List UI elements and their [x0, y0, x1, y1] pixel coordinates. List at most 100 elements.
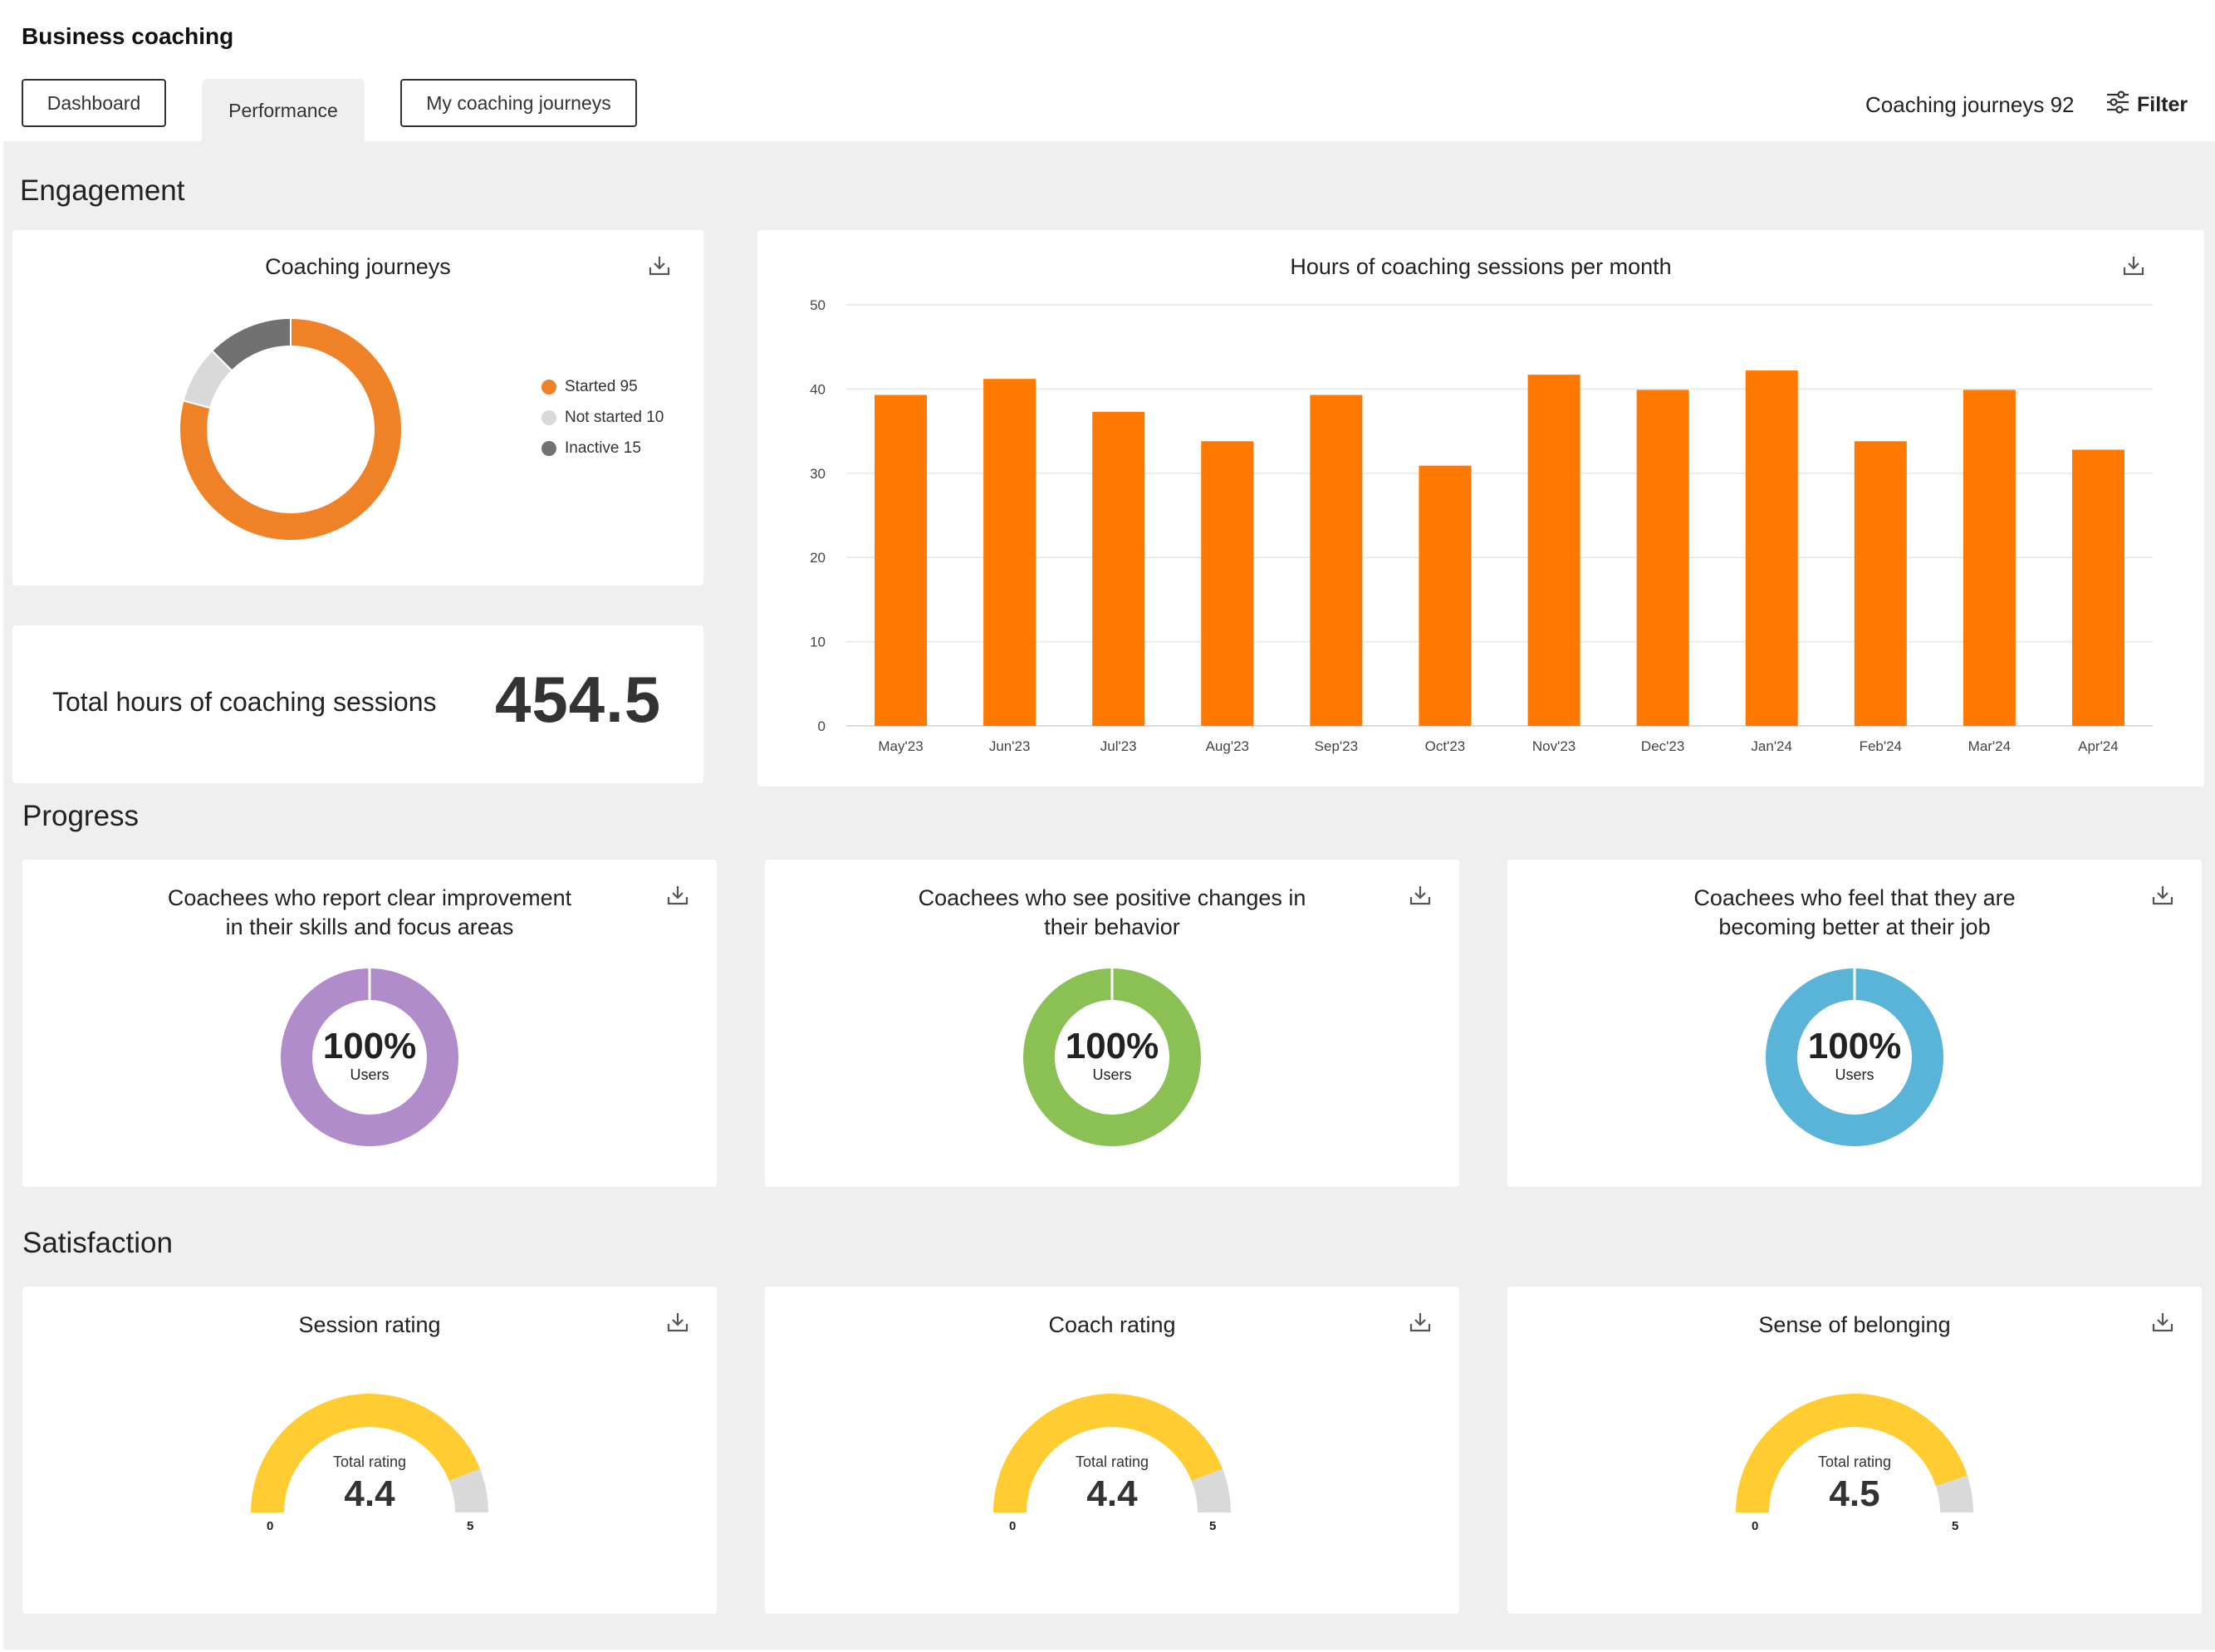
legend-dot: [541, 379, 556, 395]
rating-gauge: [1736, 1394, 1973, 1512]
gauge-label: Total rating: [332, 1453, 407, 1470]
card-title-line1: Coachees who feel that they are: [1693, 885, 2016, 910]
download-icon[interactable]: [2150, 1310, 2175, 1335]
x-tick-label: Aug'23: [1206, 738, 1249, 754]
filter-button[interactable]: Filter: [2105, 91, 2188, 120]
download-icon[interactable]: [2150, 883, 2175, 908]
coaching-journeys-donut: [179, 316, 403, 542]
bar[interactable]: [1310, 395, 1363, 726]
x-tick-label: May'23: [878, 738, 923, 754]
card-title-line1: Coachees who report clear improvement: [167, 885, 572, 910]
legend-label: Inactive 15: [565, 439, 641, 457]
progress-donut-center: 100% Users: [287, 1027, 453, 1084]
gauge-track: [1935, 1475, 1973, 1512]
download-icon[interactable]: [665, 1310, 690, 1335]
gauge-min: 0: [267, 1519, 274, 1533]
gauge-max: 5: [467, 1519, 474, 1533]
gauge-track: [448, 1468, 488, 1512]
gauge-fill: [251, 1394, 480, 1512]
legend-item-inactive: Inactive 15: [541, 433, 664, 463]
bar[interactable]: [1745, 370, 1798, 726]
y-tick-label: 20: [810, 550, 826, 566]
progress-sub-label: Users: [1092, 1066, 1132, 1083]
progress-card-skills: Coachees who report clear improvement in…: [22, 860, 717, 1187]
donut-slice: [210, 316, 292, 372]
card-title-line2: in their skills and focus areas: [225, 914, 514, 939]
progress-donut-center: 100% Users: [1029, 1027, 1195, 1084]
gauge-value: 4.4: [344, 1473, 395, 1514]
progress-percent: 100%: [322, 1026, 417, 1066]
bar[interactable]: [1419, 465, 1472, 726]
tab-my-coaching-journeys[interactable]: My coaching journeys: [400, 79, 637, 127]
progress-sub-label: Users: [1835, 1066, 1874, 1083]
x-tick-label: Apr'24: [2078, 738, 2119, 754]
section-title-satisfaction: Satisfaction: [22, 1227, 173, 1259]
progress-sub-label: Users: [350, 1066, 390, 1083]
donut-slice: [179, 316, 403, 542]
tab-performance[interactable]: Performance: [202, 79, 365, 142]
bar[interactable]: [1963, 390, 2016, 726]
coaching-journeys-card: Coaching journeys: [12, 230, 703, 586]
coach-rating-card: Coach rating Total rating 4.4 0 5: [765, 1287, 1459, 1614]
download-icon[interactable]: [647, 253, 672, 278]
gauge-label: Total rating: [1817, 1453, 1892, 1470]
gauge-fill: [1736, 1394, 1968, 1512]
y-tick-label: 0: [818, 718, 826, 734]
bar[interactable]: [1092, 411, 1145, 726]
gauge-max: 5: [1952, 1519, 1959, 1533]
total-hours-card: [12, 625, 703, 783]
y-tick-label: 50: [810, 297, 826, 313]
gauge-label: Total rating: [1075, 1453, 1149, 1470]
gauge-min: 0: [1752, 1519, 1759, 1533]
download-icon[interactable]: [1408, 883, 1433, 908]
x-tick-label: Jul'23: [1100, 738, 1137, 754]
x-tick-label: Oct'23: [1425, 738, 1466, 754]
progress-card-job: Coachees who feel that they are becoming…: [1507, 860, 2202, 1187]
gauge-track: [1191, 1468, 1231, 1512]
x-tick-label: Dec'23: [1641, 738, 1684, 754]
download-icon[interactable]: [2121, 253, 2146, 278]
total-hours-value: 454.5: [495, 663, 662, 736]
card-title-line2: becoming better at their job: [1718, 914, 1991, 939]
y-tick-label: 40: [810, 381, 826, 397]
bar[interactable]: [875, 395, 928, 726]
gauge-min: 0: [1009, 1519, 1017, 1533]
legend-label: Not started 10: [565, 408, 664, 426]
bar[interactable]: [1636, 390, 1689, 726]
x-tick-label: Nov'23: [1532, 738, 1575, 754]
progress-percent: 100%: [1065, 1026, 1159, 1066]
filter-icon: [2105, 91, 2130, 120]
progress-donut: [281, 968, 458, 1146]
bar[interactable]: [983, 379, 1036, 726]
y-tick-label: 10: [810, 635, 826, 650]
x-tick-label: Mar'24: [1968, 738, 2011, 754]
legend-item-started: Started 95: [541, 371, 664, 402]
y-tick-label: 30: [810, 466, 826, 482]
sense-of-belonging-card: Sense of belonging Total rating 4.5 0 5: [1507, 1287, 2202, 1614]
app-title: Business coaching: [22, 23, 234, 49]
gauge-max: 5: [1209, 1519, 1217, 1533]
gauge-value: 4.5: [1829, 1473, 1880, 1514]
chart-title: Hours of coaching sessions per month: [1290, 254, 1672, 279]
legend-dot: [541, 440, 556, 456]
download-icon[interactable]: [665, 883, 690, 908]
session-rating-card: Session rating Total rating 4.4 0 5: [22, 1287, 717, 1614]
coaching-journeys-count: Coaching journeys 92: [1865, 92, 2075, 117]
x-tick-label: Feb'24: [1860, 738, 1902, 754]
section-title-progress: Progress: [22, 800, 140, 832]
bar[interactable]: [1527, 375, 1580, 726]
tab-dashboard[interactable]: Dashboard: [22, 79, 166, 127]
x-tick-label: Jan'24: [1751, 738, 1792, 754]
progress-donut: [1766, 968, 1943, 1146]
card-title-line1: Coachees who see positive changes in: [918, 885, 1306, 910]
coaching-journeys-legend: Started 95 Not started 10 Inactive 15: [541, 371, 664, 463]
bar[interactable]: [1854, 441, 1907, 726]
bar[interactable]: [1201, 441, 1254, 726]
legend-item-not-started: Not started 10: [541, 402, 664, 433]
download-icon[interactable]: [1408, 1310, 1433, 1335]
card-title: Coach rating: [1048, 1312, 1176, 1337]
card-title-line2: their behavior: [1044, 914, 1180, 939]
progress-card-behavior: Coachees who see positive changes in the…: [765, 860, 1459, 1187]
x-tick-label: Sep'23: [1315, 738, 1358, 754]
bar[interactable]: [2071, 449, 2124, 726]
